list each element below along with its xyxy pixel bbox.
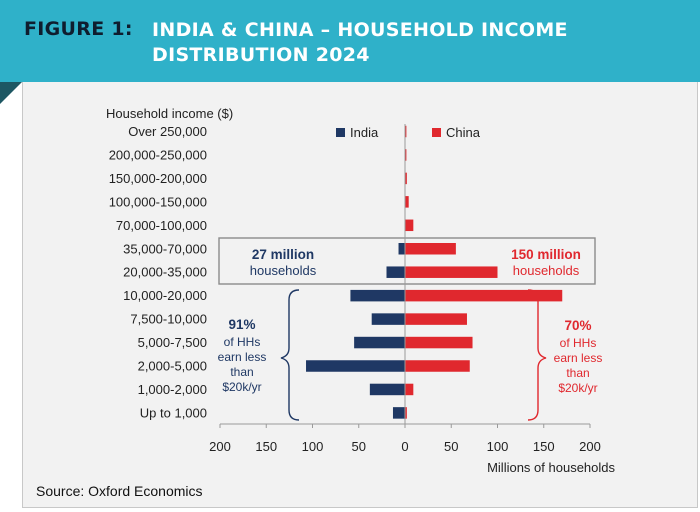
bar-china xyxy=(405,149,407,161)
category-label: 2,000-5,000 xyxy=(138,359,207,374)
china-brace-line4: $20k/yr xyxy=(558,381,597,395)
india-box-unit: households xyxy=(250,263,317,278)
x-tick-label: 100 xyxy=(302,439,324,454)
category-axis-label: Household income ($) xyxy=(106,106,233,121)
bar-china xyxy=(405,407,407,419)
category-label: Up to 1,000 xyxy=(140,405,207,420)
category-label: 10,000-20,000 xyxy=(123,288,207,303)
bar-india xyxy=(306,360,405,372)
legend-swatch-india xyxy=(336,128,345,137)
category-label: 7,500-10,000 xyxy=(130,312,207,327)
category-label: 1,000-2,000 xyxy=(138,382,207,397)
india-brace-line4: $20k/yr xyxy=(222,380,261,394)
category-label: 5,000-7,500 xyxy=(138,335,207,350)
bar-china xyxy=(405,289,563,302)
india-brace-line3: than xyxy=(230,365,253,379)
legend-swatch-china xyxy=(432,128,441,137)
india-brace-line2: earn less xyxy=(218,350,267,364)
india-brace-pct: 91% xyxy=(228,317,255,332)
category-label: 150,000-200,000 xyxy=(109,171,207,186)
bar-india xyxy=(354,336,405,349)
category-label: 200,000-250,000 xyxy=(109,147,207,162)
category-label: 35,000-70,000 xyxy=(123,241,207,256)
annotation-box xyxy=(218,237,596,285)
x-tick-label: 100 xyxy=(487,439,509,454)
india-bars xyxy=(306,125,405,419)
china-brace-line2: earn less xyxy=(554,351,603,365)
x-axis-ticks: 200 150 100 50 0 50 100 150 200 xyxy=(209,424,601,454)
x-tick-label: 0 xyxy=(401,439,408,454)
china-brace-line1: of HHs xyxy=(560,336,597,350)
legend-label-china: China xyxy=(446,125,481,140)
annotation-boxes xyxy=(218,237,596,285)
bar-india xyxy=(386,266,405,278)
category-label: 100,000-150,000 xyxy=(109,194,207,209)
figure-banner: FIGURE 1: INDIA & CHINA – HOUSEHOLD INCO… xyxy=(0,0,700,82)
china-brace-line3: than xyxy=(566,366,589,380)
bar-china xyxy=(405,219,414,232)
category-labels: Over 250,000 200,000-250,000 150,000-200,0… xyxy=(109,124,207,420)
bar-china xyxy=(405,243,456,255)
bar-india xyxy=(398,243,405,255)
india-box-annotation: 27 million households xyxy=(250,247,317,278)
legend-label-india: India xyxy=(350,125,379,140)
x-tick-label: 150 xyxy=(533,439,555,454)
x-tick-label: 200 xyxy=(579,439,601,454)
category-label: 70,000-100,000 xyxy=(116,218,207,233)
x-tick-label: 50 xyxy=(352,439,366,454)
china-brace xyxy=(527,289,547,421)
x-tick-label: 200 xyxy=(209,439,231,454)
category-label: 20,000-35,000 xyxy=(123,265,207,280)
x-axis-label: Millions of households xyxy=(487,460,615,475)
bar-china xyxy=(405,172,407,185)
bar-india xyxy=(369,383,405,396)
source-note: Source: Oxford Economics xyxy=(36,483,203,499)
india-brace-annotation: 91% of HHs earn less than $20k/yr xyxy=(218,317,267,394)
china-box-annotation: 150 million households xyxy=(511,247,581,278)
legend: India China xyxy=(336,125,481,140)
china-bars xyxy=(405,125,563,419)
india-brace xyxy=(280,289,300,421)
india-box-value: 27 million xyxy=(252,247,314,262)
category-label: Over 250,000 xyxy=(128,124,207,139)
bar-china xyxy=(405,266,498,278)
x-tick-label: 50 xyxy=(444,439,458,454)
bar-china xyxy=(405,125,407,138)
china-box-value: 150 million xyxy=(511,247,581,262)
figure-title: INDIA & CHINA – HOUSEHOLD INCOME DISTRIB… xyxy=(152,19,568,66)
india-brace-line1: of HHs xyxy=(224,335,261,349)
bar-china xyxy=(405,196,409,208)
bar-china xyxy=(405,313,467,325)
china-box-unit: households xyxy=(513,263,580,278)
bar-india xyxy=(371,313,405,325)
china-brace-annotation: 70% of HHs earn less than $20k/yr xyxy=(554,318,603,395)
bar-china xyxy=(405,336,473,349)
china-brace-pct: 70% xyxy=(564,318,591,333)
bar-china xyxy=(405,383,414,396)
bar-china xyxy=(405,360,470,372)
bar-india xyxy=(350,289,405,302)
x-tick-label: 150 xyxy=(255,439,277,454)
bar-india xyxy=(392,407,405,419)
figure-label: FIGURE 1: xyxy=(24,18,133,40)
banner-fold xyxy=(0,82,22,104)
